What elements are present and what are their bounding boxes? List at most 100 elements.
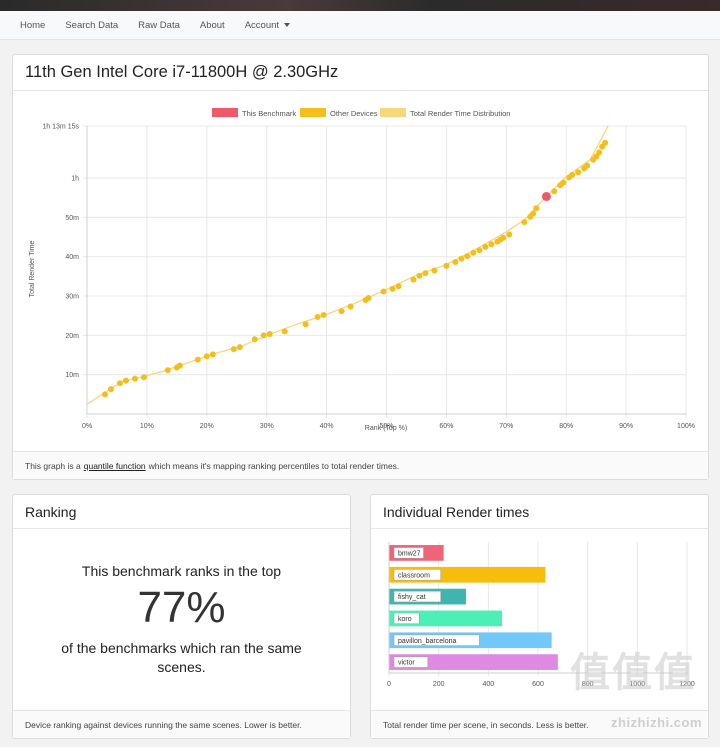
bar-label-box <box>393 569 441 581</box>
y-tick-label: 1h 13m 15s <box>42 124 79 131</box>
other-device-point <box>320 312 327 319</box>
render-times-footer-text: Total render time per scene, in seconds.… <box>383 719 589 730</box>
y-tick-label: 50m <box>65 215 79 222</box>
other-device-point <box>281 328 288 335</box>
bar-category-label: victor <box>398 660 415 667</box>
bar-x-tick-label: 400 <box>482 681 494 688</box>
other-device-point <box>500 234 507 241</box>
other-device-point <box>101 391 108 398</box>
x-tick-label: 20% <box>200 423 214 430</box>
legend-label-distribution: Total Render Time Distribution <box>410 109 510 118</box>
bar-category-label: koro <box>398 616 412 623</box>
this-benchmark-point <box>541 191 551 201</box>
bar-x-tick-label: 1200 <box>679 681 695 688</box>
y-tick-label: 1h <box>71 176 79 183</box>
ranking-title: Ranking <box>25 503 77 520</box>
other-device-point <box>506 231 513 238</box>
legend-label-this-benchmark: This Benchmark <box>242 109 296 118</box>
y-axis-title: Total Render Time <box>29 240 36 297</box>
other-device-point <box>530 210 537 217</box>
y-tick-label: 10m <box>65 372 79 379</box>
quantile-function-link[interactable]: quantile function <box>83 460 146 471</box>
other-device-point <box>230 346 237 353</box>
other-device-point <box>452 258 459 265</box>
render-time-bar <box>389 654 558 670</box>
other-device-point <box>389 285 396 292</box>
nav-search-data[interactable]: Search Data <box>65 19 119 31</box>
other-device-point <box>560 179 567 186</box>
legend-swatch-this-benchmark <box>212 108 238 117</box>
other-device-point <box>107 386 114 393</box>
other-device-point <box>266 331 273 338</box>
other-device-point <box>164 367 171 374</box>
other-device-point <box>533 205 540 212</box>
other-device-point <box>431 267 438 274</box>
x-tick-label: 50% <box>379 423 393 430</box>
x-tick-label: 60% <box>439 423 453 430</box>
watermark-logo: 值值值 <box>570 651 696 695</box>
ranking-body: This benchmark ranks in the top 77% of t… <box>13 529 350 710</box>
other-device-point <box>347 303 354 310</box>
other-device-point <box>476 247 483 254</box>
bar-label-box <box>393 590 441 603</box>
footer-text-before: This graph is a <box>25 460 81 471</box>
other-device-point <box>122 377 129 384</box>
watermark-text: zhizhizhi.com <box>611 715 702 730</box>
other-device-point <box>203 353 210 360</box>
card-header: 11th Gen Intel Core i7-11800H @ 2.30GHz <box>13 55 708 91</box>
nav-raw-data[interactable]: Raw Data <box>138 19 180 31</box>
other-device-point <box>443 262 450 269</box>
bar-label-box <box>393 547 424 559</box>
bar-category-label: bmw27 <box>398 550 421 557</box>
navbar: Home Search Data Raw Data About Account <box>0 11 720 40</box>
nav-home[interactable]: Home <box>20 19 46 31</box>
other-device-point <box>596 149 603 156</box>
other-device-point <box>602 139 609 146</box>
bar-chart-grid <box>388 542 688 676</box>
ranking-footer-text: Device ranking against devices running t… <box>25 719 302 730</box>
card-footer: This graph is a quantile function which … <box>13 451 708 479</box>
other-device-point <box>422 270 429 277</box>
other-device-point <box>380 288 387 295</box>
other-device-point <box>194 356 201 363</box>
bar-chart-axis: 0 200 400 600 800 1000 1200 <box>387 542 695 688</box>
chevron-down-icon <box>284 23 291 27</box>
ranking-percent: 77% <box>137 582 226 632</box>
nav-account-dropdown[interactable]: Account <box>244 19 291 31</box>
other-device-point <box>140 374 147 381</box>
other-device-point <box>464 253 471 260</box>
other-device-point <box>482 243 489 250</box>
x-tick-label: 30% <box>260 423 274 430</box>
device-title: 11th Gen Intel Core i7-11800H @ 2.30GHz <box>25 63 339 81</box>
other-device-point <box>338 308 345 315</box>
ranking-card: Ranking This benchmark ranks in the top … <box>12 494 351 739</box>
other-device-point <box>314 314 321 321</box>
other-device-point <box>551 188 558 195</box>
x-tick-label: 0% <box>82 423 92 430</box>
x-axis-title: Rank (Top %) <box>365 425 407 432</box>
nav-account-label: Account <box>244 19 280 31</box>
legend-label-other-devices: Other Devices <box>330 109 378 118</box>
x-tick-label: 80% <box>559 423 573 430</box>
other-device-point <box>251 336 258 343</box>
bar-x-tick-label: 800 <box>582 681 594 688</box>
nav-about[interactable]: About <box>199 19 225 31</box>
card-footer: Device ranking against devices running t… <box>13 710 350 738</box>
other-device-point <box>488 241 495 248</box>
other-device-point <box>575 169 582 176</box>
x-tick-label: 100% <box>677 423 695 430</box>
chart-grid <box>83 125 687 418</box>
x-tick-label: 90% <box>619 423 633 430</box>
bar-label-box <box>393 634 480 646</box>
card-footer: Total render time per scene, in seconds.… <box>371 710 708 738</box>
other-device-point <box>395 283 402 290</box>
footer-text-after: which means it's mapping ranking percent… <box>148 460 400 471</box>
other-device-point <box>458 255 465 262</box>
top-banner-strip <box>0 0 720 11</box>
other-device-point <box>176 362 183 369</box>
x-tick-label: 40% <box>320 423 334 430</box>
x-tick-label: 70% <box>499 423 513 430</box>
other-device-point <box>209 351 216 358</box>
other-device-point <box>236 344 243 351</box>
